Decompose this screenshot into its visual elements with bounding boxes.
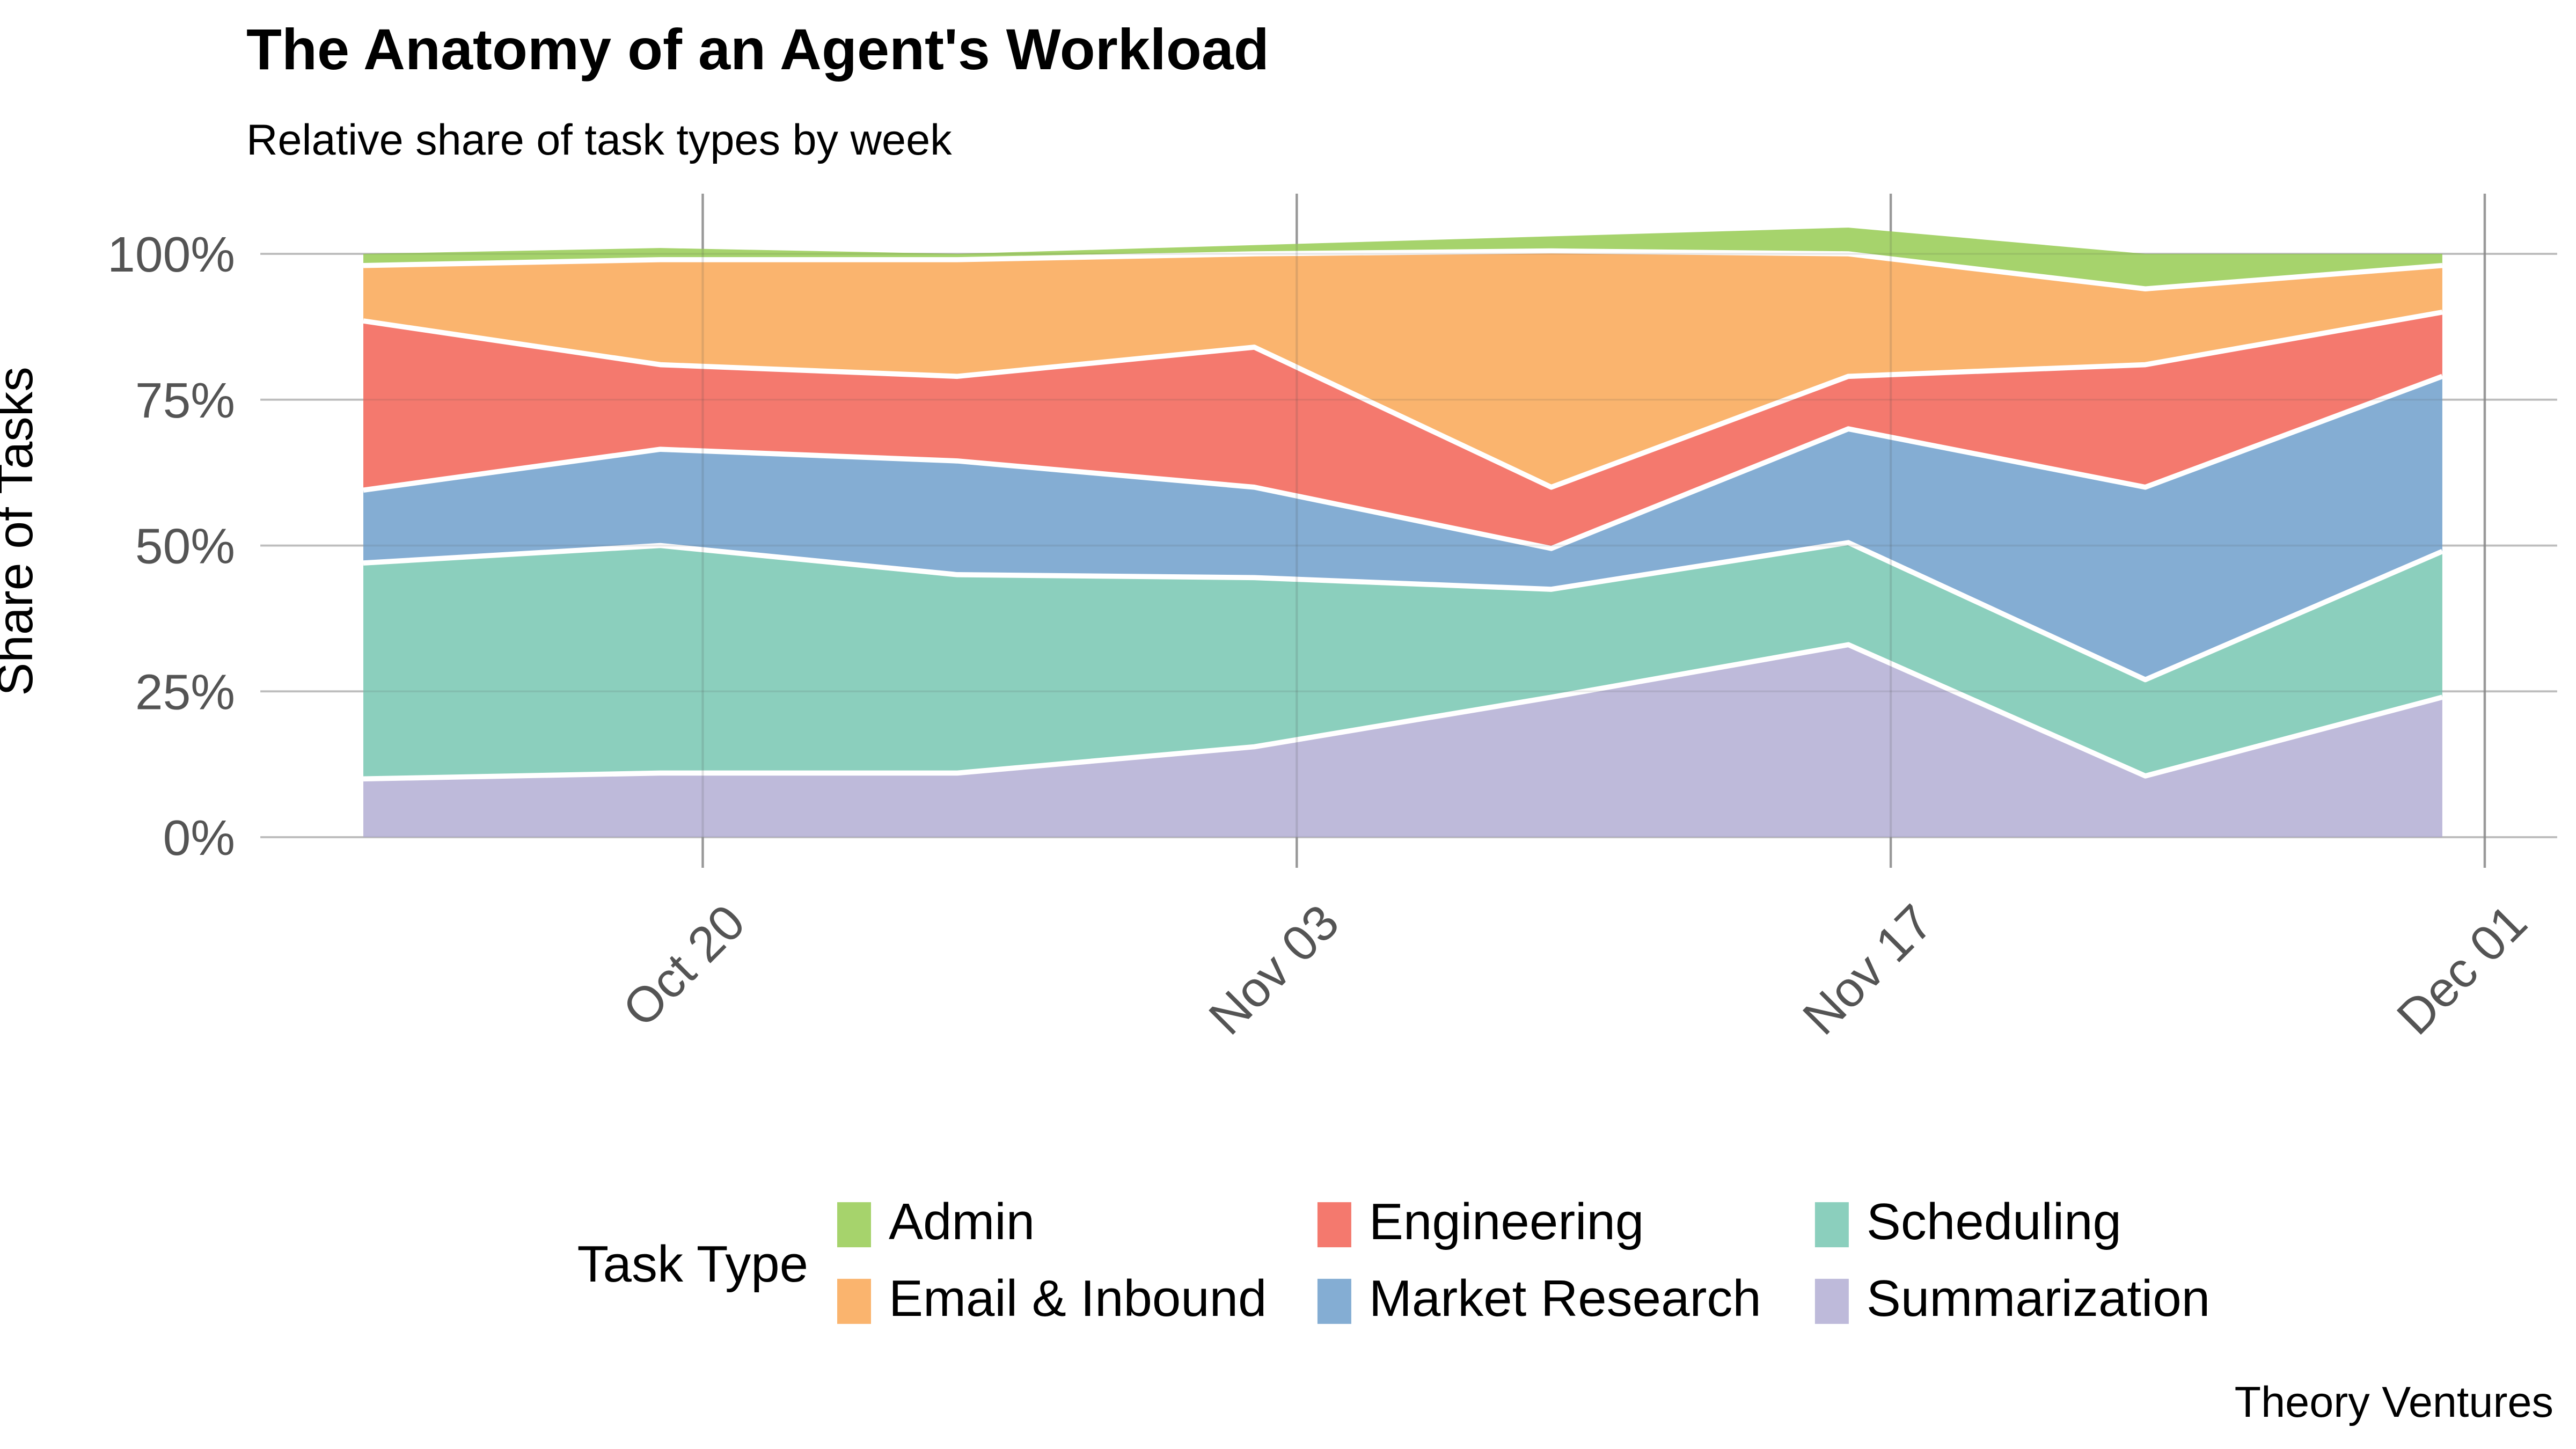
area-series [363, 228, 2443, 837]
area-market-research [363, 376, 2442, 680]
legend-swatch-engineering [1317, 1202, 1351, 1248]
area-admin [363, 228, 2442, 289]
gridlines-overlay [260, 193, 2557, 868]
separator-email-inbound [363, 248, 2443, 292]
y-tick-label: 0% [163, 810, 235, 866]
legend-item-email-inbound: Email & Inbound [837, 1270, 1267, 1327]
legend-label-admin: Admin [889, 1193, 1035, 1250]
legend-item-market-research: Market Research [1317, 1270, 1761, 1327]
legend-item-engineering: Engineering [1317, 1193, 1644, 1250]
y-axis-tick-labels: 0% 25% 50% 75% 100% [107, 226, 235, 866]
chart-subtitle: Relative share of task types by week [246, 116, 952, 164]
area-email-inbound [363, 251, 2442, 487]
legend-item-scheduling: Scheduling [1814, 1193, 2121, 1250]
y-tick-label: 25% [135, 664, 235, 720]
separator-scheduling [363, 540, 2443, 683]
x-tick-label: Oct 20 [612, 894, 755, 1037]
attribution: Theory Ventures [2235, 1378, 2553, 1426]
legend-label-market-research: Market Research [1369, 1270, 1761, 1327]
area-engineering [363, 312, 2442, 548]
separator-engineering [363, 309, 2443, 490]
x-axis-tick-labels: Oct 20 Nov 03 Nov 17 Dec 01 [612, 894, 2537, 1045]
y-tick-label: 50% [135, 518, 235, 574]
y-tick-label: 75% [135, 372, 235, 428]
legend-swatch-email-inbound [837, 1278, 871, 1324]
legend-swatch-market-research [1317, 1278, 1351, 1324]
legend-swatch-admin [837, 1202, 871, 1248]
chart-title: The Anatomy of an Agent's Workload [246, 17, 1269, 82]
legend: Task Type Admin Email & Inbound Engineer… [577, 1193, 2211, 1327]
separator-summarization [363, 642, 2443, 782]
y-tick-label: 100% [107, 226, 235, 282]
legend-item-admin: Admin [837, 1193, 1035, 1250]
legend-label-engineering: Engineering [1369, 1193, 1644, 1250]
legend-item-summarization: Summarization [1814, 1270, 2210, 1327]
legend-swatch-summarization [1814, 1278, 1849, 1324]
legend-label-summarization: Summarization [1867, 1270, 2210, 1327]
area-scheduling [363, 543, 2442, 779]
legend-label-email-inbound: Email & Inbound [889, 1270, 1267, 1327]
separator-market-research [363, 374, 2443, 551]
y-axis-title: Share of Tasks [0, 367, 43, 696]
legend-swatch-scheduling [1814, 1202, 1849, 1248]
area-summarization [363, 645, 2442, 837]
x-tick-label: Nov 17 [1792, 894, 1943, 1045]
legend-label-scheduling: Scheduling [1867, 1193, 2121, 1250]
x-tick-label: Dec 01 [2386, 894, 2537, 1045]
legend-title: Task Type [577, 1235, 808, 1293]
x-tick-label: Nov 03 [1198, 894, 1350, 1045]
